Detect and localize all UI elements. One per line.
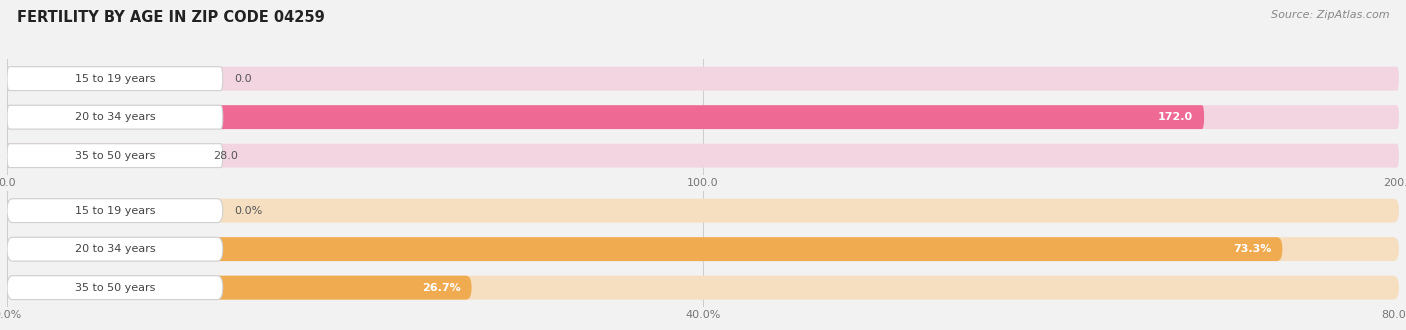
FancyBboxPatch shape (7, 67, 222, 91)
FancyBboxPatch shape (7, 237, 1282, 261)
FancyBboxPatch shape (7, 199, 1399, 223)
FancyBboxPatch shape (7, 237, 222, 261)
Text: 28.0: 28.0 (214, 151, 238, 161)
Text: 35 to 50 years: 35 to 50 years (75, 151, 155, 161)
Text: 20 to 34 years: 20 to 34 years (75, 244, 155, 254)
Text: 172.0: 172.0 (1157, 112, 1192, 122)
Text: Source: ZipAtlas.com: Source: ZipAtlas.com (1271, 10, 1389, 20)
FancyBboxPatch shape (7, 67, 1399, 91)
FancyBboxPatch shape (7, 105, 1204, 129)
Text: 26.7%: 26.7% (422, 283, 460, 293)
Text: FERTILITY BY AGE IN ZIP CODE 04259: FERTILITY BY AGE IN ZIP CODE 04259 (17, 10, 325, 25)
FancyBboxPatch shape (7, 105, 222, 129)
FancyBboxPatch shape (7, 199, 222, 223)
FancyBboxPatch shape (7, 276, 222, 300)
FancyBboxPatch shape (7, 237, 1399, 261)
Text: 35 to 50 years: 35 to 50 years (75, 283, 155, 293)
FancyBboxPatch shape (7, 144, 222, 168)
Text: 0.0: 0.0 (233, 74, 252, 83)
Text: 73.3%: 73.3% (1233, 244, 1271, 254)
FancyBboxPatch shape (7, 276, 1399, 300)
FancyBboxPatch shape (7, 276, 471, 300)
Text: 20 to 34 years: 20 to 34 years (75, 112, 155, 122)
FancyBboxPatch shape (7, 105, 1399, 129)
Text: 15 to 19 years: 15 to 19 years (75, 206, 155, 215)
FancyBboxPatch shape (7, 144, 1399, 168)
Text: 15 to 19 years: 15 to 19 years (75, 74, 155, 83)
FancyBboxPatch shape (7, 144, 202, 168)
Text: 0.0%: 0.0% (233, 206, 262, 215)
